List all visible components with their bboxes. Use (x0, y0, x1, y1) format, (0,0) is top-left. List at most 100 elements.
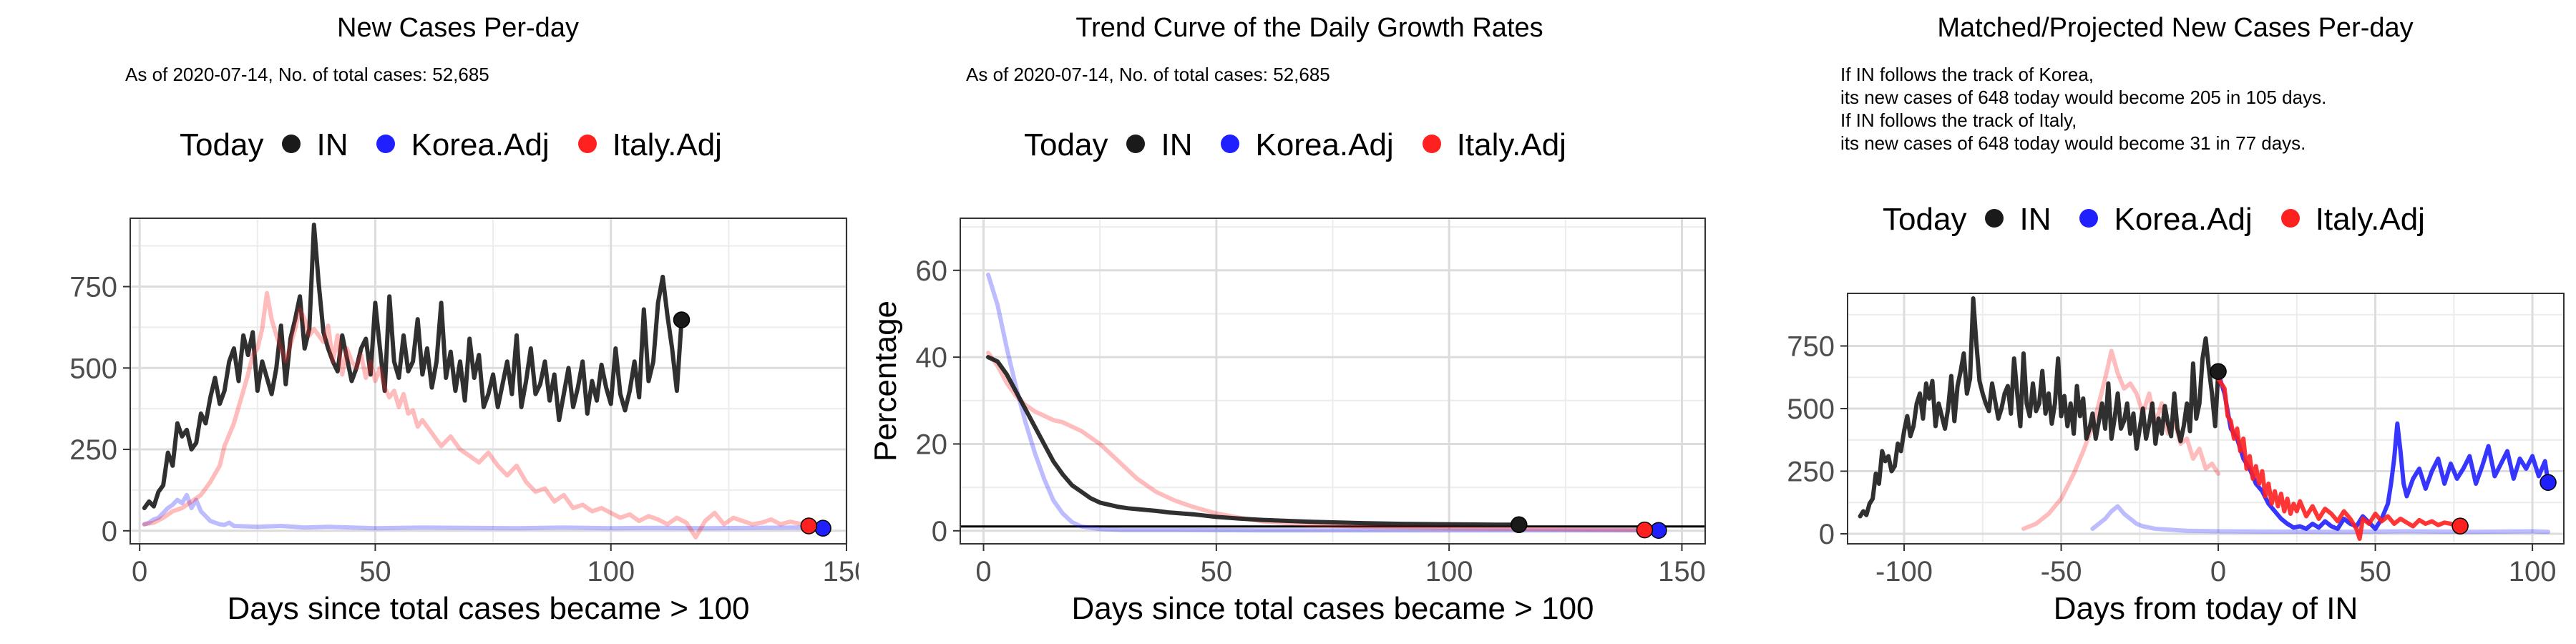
legend-item: Korea.Adj (2079, 202, 2253, 238)
x-tick-label: -100 (1875, 556, 1933, 587)
legend: Today IN Korea.Adj Italy.Adj (952, 127, 1667, 163)
legend-item: Italy.Adj (577, 127, 722, 163)
legend-item: IN (1126, 127, 1192, 163)
x-tick-label: 0 (132, 556, 147, 587)
legend: Today IN Korea.Adj Italy.Adj (1810, 202, 2526, 238)
legend-item: IN (282, 127, 348, 163)
y-tick-label: 500 (69, 353, 117, 384)
today-point (1636, 521, 1654, 539)
legend-dot-icon (376, 135, 396, 154)
plot-frame (960, 218, 1706, 545)
x-tick-label: 100 (1425, 556, 1473, 587)
x-axis-label: Days since total cases became > 100 (1071, 591, 1594, 626)
series-line (2216, 376, 2463, 541)
x-tick-label: 50 (2359, 556, 2391, 587)
y-tick-label: 750 (1787, 331, 1835, 363)
legend-dot-icon (2280, 209, 2300, 228)
today-point (2451, 517, 2469, 535)
y-tick-label: 0 (1819, 519, 1835, 550)
legend-title: Today (1883, 202, 1967, 237)
legend-label: Italy.Adj (2315, 202, 2425, 237)
subtitle-line: As of 2020-07-14, No. of total cases: 52… (125, 64, 489, 85)
legend-label: IN (1161, 127, 1193, 162)
subtitle-line: If IN follows the track of Korea, (1840, 64, 2094, 85)
legend-title: Today (180, 127, 264, 162)
x-tick-label: 100 (587, 556, 635, 587)
chart-title: New Cases Per-day (337, 13, 579, 43)
legend-item: Korea.Adj (376, 127, 550, 163)
legend-title: Today (1024, 127, 1108, 162)
today-point (2210, 363, 2227, 380)
x-tick-label: -50 (2041, 556, 2082, 587)
today-point (673, 311, 691, 328)
legend-label: Korea.Adj (1255, 127, 1394, 162)
plot-frame (1847, 293, 2565, 545)
chart-subtitle: If IN follows the track of Korea, its ne… (1840, 63, 2326, 155)
legend-label: IN (316, 127, 348, 162)
x-tick-label: 100 (2509, 556, 2557, 587)
y-tick-label: 250 (69, 434, 117, 466)
legend-label: Italy.Adj (612, 127, 722, 162)
series-line (986, 355, 1521, 527)
legend-item: Italy.Adj (1422, 127, 1566, 163)
series-line (986, 351, 1647, 532)
plot-area: 0 50 100 150 0 250 500 750 Days since total case… (69, 218, 859, 626)
y-tick-label: 500 (1787, 394, 1835, 425)
today-point (1511, 516, 1528, 534)
today-point (1650, 522, 1667, 539)
series-line (142, 223, 684, 510)
panel-matched-projected: Matched/Projected New Cases Per-day If I… (1717, 0, 2576, 644)
legend-label: Korea.Adj (2114, 202, 2253, 237)
series-line (142, 291, 811, 540)
panel-new-cases: New Cases Per-day As of 2020-07-14, No. … (0, 0, 859, 644)
plot-area: 0 50 100 150 0 20 40 60 Days since total cases b… (868, 218, 1706, 626)
x-tick-label: 50 (359, 556, 391, 587)
legend-label: Korea.Adj (411, 127, 550, 162)
chart-subtitle: As of 2020-07-14, No. of total cases: 52… (125, 63, 489, 86)
x-tick-label: 0 (2210, 556, 2226, 587)
legend-label: Italy.Adj (1456, 127, 1566, 162)
subtitle-line: If IN follows the track of Italy, (1840, 109, 2077, 131)
series-line (1858, 296, 2221, 519)
series-line (2090, 504, 2550, 535)
legend-dot-icon (1422, 135, 1441, 154)
legend-dot-icon (577, 135, 597, 154)
plot-area: -100 -50 0 50 100 0 250 500 750 Days from today o… (1787, 293, 2565, 626)
x-axis-label: Days since total cases became > 100 (227, 591, 749, 626)
legend-dot-icon (1221, 135, 1240, 154)
legend-item: IN (1985, 202, 2051, 238)
y-tick-label: 60 (916, 255, 948, 287)
x-axis-label: Days from today of IN (2054, 591, 2358, 626)
legend-dot-icon (2079, 209, 2099, 228)
legend-dot-icon (1985, 209, 2004, 228)
y-tick-label: 0 (102, 516, 117, 547)
chart-title: Matched/Projected New Cases Per-day (1937, 13, 2414, 43)
x-tick-label: 0 (975, 556, 991, 587)
series-line (2021, 348, 2221, 531)
series-line (986, 272, 1661, 533)
legend: Today IN Korea.Adj Italy.Adj (107, 127, 823, 163)
legend-item: Italy.Adj (2280, 202, 2425, 238)
y-axis-label: Percentage (868, 301, 903, 462)
today-point (800, 517, 818, 535)
subtitle-line: its new cases of 648 today would become … (1840, 132, 2306, 154)
today-point (2540, 474, 2557, 491)
chart-title: Trend Curve of the Daily Growth Rates (1075, 13, 1543, 43)
chart-subtitle: As of 2020-07-14, No. of total cases: 52… (966, 63, 1330, 86)
y-tick-label: 20 (916, 429, 948, 460)
x-tick-label: 150 (1658, 556, 1706, 587)
y-tick-label: 40 (916, 342, 948, 374)
panel-growth-rates: Trend Curve of the Daily Growth Rates As… (859, 0, 1717, 644)
today-point (814, 519, 831, 537)
legend-item: Korea.Adj (1221, 127, 1394, 163)
y-tick-label: 250 (1787, 457, 1835, 488)
subtitle-line: its new cases of 648 today would become … (1840, 87, 2327, 108)
plot-frame (130, 218, 847, 545)
x-tick-label: 150 (823, 556, 859, 587)
y-tick-label: 750 (69, 272, 117, 303)
series-line (142, 492, 826, 531)
y-tick-label: 0 (932, 516, 947, 547)
subtitle-line: As of 2020-07-14, No. of total cases: 52… (966, 64, 1330, 85)
legend-dot-icon (282, 135, 301, 154)
legend-dot-icon (1126, 135, 1146, 154)
